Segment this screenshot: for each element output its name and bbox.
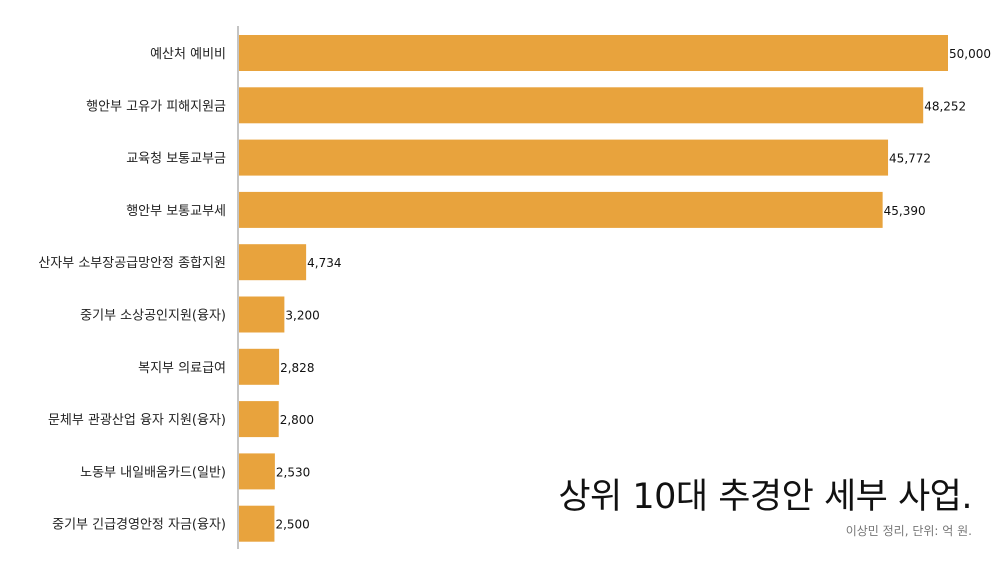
chart-title: 상위 10대 추경안 세부 사업.: [558, 477, 972, 517]
bar: [239, 191, 883, 228]
category-label: 산자부 소부장공급망안정 종합지원: [38, 256, 226, 271]
value-label: 3,200: [285, 309, 319, 323]
category-label: 교육청 보통교부금: [126, 152, 226, 167]
bar: [239, 244, 307, 281]
bar: [239, 505, 275, 542]
category-label: 행안부 보통교부세: [126, 203, 226, 219]
category-label: 복지부 의료급여: [138, 361, 226, 376]
value-label: 45,390: [884, 204, 926, 218]
value-label: 2,828: [280, 361, 314, 375]
bar: [239, 296, 285, 333]
bar: [239, 35, 948, 71]
category-label: 노동부 내일배움카드(일반): [80, 465, 226, 480]
category-label: 중기부 긴급경영안정 자금(융자): [52, 518, 226, 533]
value-label: 4,734: [307, 256, 341, 270]
category-label: 예산처 예비비: [150, 47, 226, 62]
value-label: 2,800: [280, 413, 314, 427]
value-label: 2,500: [275, 518, 309, 532]
category-label: 행안부 고유가 피해지원금: [86, 98, 226, 114]
category-label: 문체부 관광산업 융자 지원(융자): [48, 413, 226, 428]
category-label: 중기부 소상공인지원(융자): [80, 309, 226, 324]
bar: [239, 453, 275, 490]
value-label: 2,530: [276, 465, 310, 479]
value-label: 50,000: [949, 47, 991, 61]
bar: [239, 401, 279, 438]
value-label: 45,772: [889, 152, 931, 166]
value-label: 48,252: [924, 99, 966, 113]
bar: [239, 139, 889, 176]
source-note: 이상민 정리, 단위: 억 원.: [845, 524, 972, 538]
bar: [239, 87, 924, 124]
bar: [239, 348, 280, 385]
